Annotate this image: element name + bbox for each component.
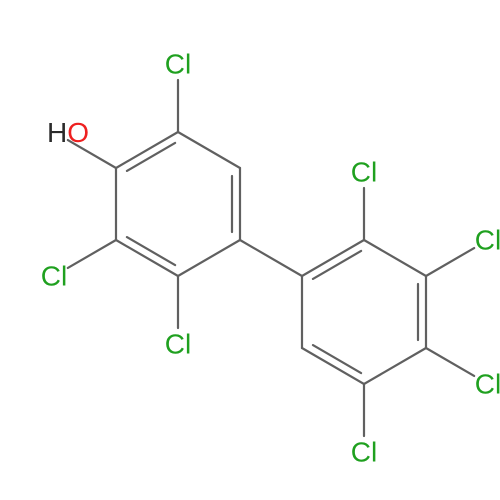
atom-label-ClB4: Cl xyxy=(475,369,500,400)
atom-label-ClA5: Cl xyxy=(41,261,67,292)
atom-label-ClA3: Cl xyxy=(165,49,191,80)
molecule-diagram: HO Cl Cl Cl Cl Cl Cl Cl xyxy=(0,0,500,500)
atom-label-ClB3: Cl xyxy=(475,225,500,256)
atom-label-ClA6: Cl xyxy=(165,329,191,360)
atom-label-ClB2: Cl xyxy=(351,157,377,188)
atom-label-OH: HO xyxy=(47,117,89,148)
atom-label-ClB5: Cl xyxy=(351,437,377,468)
